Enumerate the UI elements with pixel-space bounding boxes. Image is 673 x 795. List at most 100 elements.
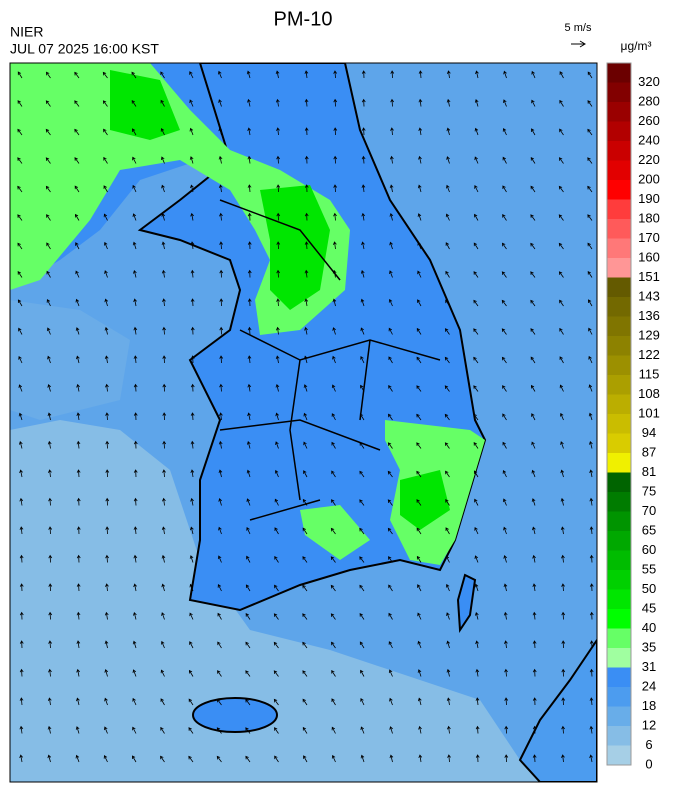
wind-arrow — [189, 156, 194, 164]
wind-arrow — [473, 442, 479, 449]
wind-arrow — [444, 442, 450, 449]
wind-arrow — [303, 355, 308, 364]
wind-arrow — [274, 498, 279, 506]
wind-arrow — [247, 326, 252, 335]
wind-arrow — [104, 697, 108, 706]
wind-arrow — [103, 213, 108, 221]
wind-arrow — [304, 127, 309, 136]
wind-arrow — [76, 440, 81, 449]
wind-arrow — [219, 241, 223, 250]
wind-arrow — [247, 355, 252, 364]
wind-arrow — [530, 299, 536, 307]
colorbar-segment — [607, 277, 631, 298]
wind-arrow — [418, 127, 423, 136]
map — [9, 62, 598, 783]
wind-arrow — [19, 583, 24, 592]
colorbar-segment — [607, 687, 631, 707]
wind-arrow — [388, 384, 393, 392]
wind-arrow — [161, 583, 166, 592]
wind-arrow — [45, 185, 51, 193]
colorbar-label: 320 — [638, 74, 660, 89]
wind-arrow — [532, 754, 537, 763]
wind-arrow — [75, 298, 80, 307]
colorbar-segment — [607, 355, 631, 376]
wind-arrow — [133, 583, 137, 592]
wind-arrow — [532, 640, 537, 649]
wind-arrow — [102, 100, 108, 107]
wind-arrow — [387, 499, 393, 506]
wind-arrow — [475, 725, 480, 734]
wind-arrow — [74, 128, 80, 136]
wind-arrow — [333, 70, 338, 79]
wind-arrow — [387, 442, 393, 449]
wind-arrow — [444, 413, 450, 421]
wind-arrow — [132, 241, 137, 250]
southern-sea — [10, 420, 597, 782]
wind-arrow — [474, 127, 479, 136]
wind-arrow — [218, 70, 222, 79]
wind-arrow — [276, 127, 280, 136]
wind-arrow — [245, 670, 251, 677]
wind-arrow — [445, 555, 450, 563]
wind-arrow — [530, 242, 536, 250]
wind-arrow — [131, 71, 137, 79]
wind-arrow — [473, 470, 479, 478]
wind-arrow — [331, 441, 336, 449]
wind-arrow — [417, 184, 422, 193]
datetime: JUL 07 2025 16:00 KST — [10, 41, 159, 57]
wind-arrow — [418, 155, 422, 164]
wind-arrow — [48, 554, 53, 563]
wind-arrow — [217, 612, 222, 620]
colorbar-label: 180 — [638, 210, 660, 225]
wind-arrow — [76, 583, 81, 592]
wind-arrow — [532, 697, 537, 706]
wind-arrow — [503, 583, 508, 592]
wind-arrow — [104, 611, 109, 620]
wind-arrow — [245, 613, 251, 620]
wind-arrow — [446, 156, 450, 164]
colorbar-label: 45 — [642, 600, 656, 615]
wind-arrow — [389, 155, 394, 164]
wind-arrow — [275, 383, 280, 392]
wind-arrow — [218, 526, 222, 535]
wind-arrow — [561, 668, 566, 677]
wind-arrow — [105, 469, 110, 478]
wind-arrow — [475, 754, 480, 763]
wind-arrow — [161, 184, 165, 193]
wind-arrow — [190, 241, 195, 250]
wind-arrow — [416, 327, 422, 335]
wind-arrow — [105, 383, 109, 392]
wind-arrow — [48, 640, 52, 649]
colorbar-label: 81 — [642, 464, 656, 479]
wind-arrow — [331, 384, 336, 392]
wind-arrow — [19, 469, 23, 478]
wind-arrow — [331, 413, 336, 421]
wind-arrow — [75, 242, 80, 250]
wind-arrow — [75, 754, 80, 763]
wind-arrow — [561, 583, 565, 592]
colorbar-segment — [607, 63, 631, 83]
wind-arrow — [359, 613, 365, 620]
wind-arrow — [162, 469, 166, 478]
wind-arrow — [331, 499, 336, 506]
wind-arrows — [17, 70, 594, 763]
wind-arrow — [473, 271, 479, 278]
wind-arrow — [333, 98, 338, 107]
wind-arrow — [561, 554, 565, 563]
wind-arrow — [188, 698, 194, 706]
wind-arrow — [445, 242, 450, 250]
colorbar-segment — [607, 492, 631, 512]
colorbar-segment — [607, 82, 631, 103]
wind-arrow — [274, 584, 279, 592]
wind-arrow — [331, 726, 336, 734]
wind-arrow — [359, 413, 365, 421]
wind-arrow — [331, 470, 336, 478]
wind-arrow — [75, 726, 80, 734]
colorbar-label: 151 — [638, 269, 660, 284]
wind-arrow — [162, 383, 167, 392]
wind-arrow — [76, 640, 81, 649]
colorbar-label: 101 — [638, 405, 660, 420]
wind-arrow — [388, 413, 393, 421]
wind-arrow — [360, 726, 365, 734]
wind-arrow — [474, 583, 479, 592]
